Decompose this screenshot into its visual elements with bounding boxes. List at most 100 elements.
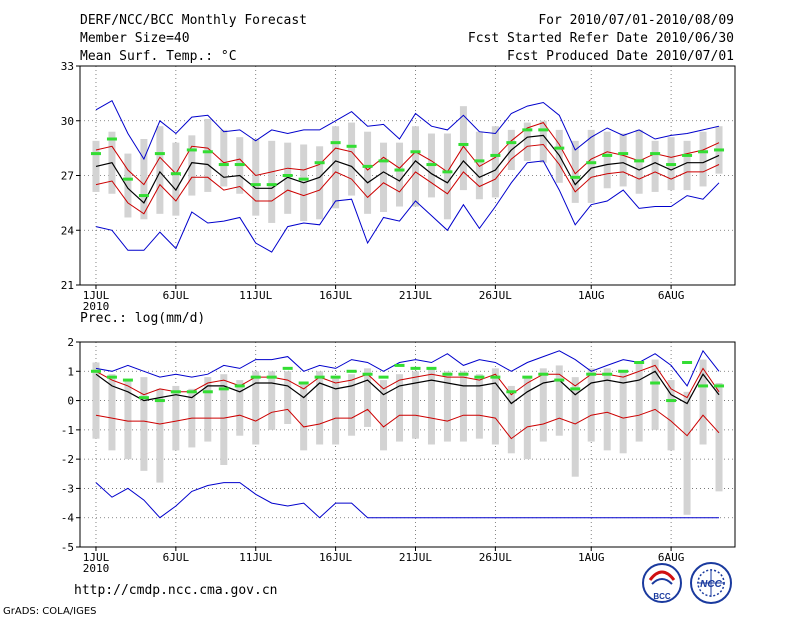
ncc-logo-text: NCC (700, 579, 722, 590)
temperature-spread-box (651, 140, 659, 192)
temperature-ytick-label: 30 (61, 115, 74, 128)
temperature-spread-box (459, 106, 467, 191)
temperature-panel: 21 24 27 30 33 1JUL 6JUL 11JUL 16JUL 21JUL 26JUL 1A… (61, 60, 736, 313)
precipitation-spread-box (635, 362, 643, 442)
precipitation-spread-box (124, 380, 132, 460)
temperature-xtick-label: 11JUL (239, 289, 272, 302)
temperature-spread-box (411, 126, 419, 207)
temperature-spread-box (380, 142, 388, 212)
temperature-spread-box (619, 133, 627, 187)
precipitation-ytick-label: 1 (67, 365, 74, 378)
bcc-logo-text: BCC (653, 592, 671, 601)
temperature-spread-box (204, 118, 212, 192)
temperature-spread-box (491, 126, 499, 198)
temperature-ytick-label: 24 (61, 224, 75, 237)
precipitation-min-line (95, 482, 719, 519)
temperature-max-line (95, 100, 720, 161)
precipitation-spread-box (667, 380, 675, 451)
temperature-xtick-label: 26JUL (479, 289, 512, 302)
precipitation-ytick-label: 2 (67, 336, 74, 349)
precipitation-spread-box (475, 374, 483, 439)
precipitation-spread-box (252, 371, 260, 445)
precipitation-mean-line (95, 370, 720, 405)
temperature-spread-box (172, 142, 180, 216)
precipitation-spread-box (268, 371, 276, 430)
temperature-spread-box (156, 126, 164, 214)
precipitation-xtick-label: 6AUG (658, 551, 685, 564)
temperature-mean-line (95, 134, 720, 204)
precipitation-spread-box (699, 359, 707, 445)
precipitation-spread-box (459, 371, 467, 442)
temperature-ytick-label: 21 (61, 279, 74, 292)
forecast-period: For 2010/07/01-2010/08/09 (538, 13, 734, 28)
precipitation-spread-box (443, 371, 451, 442)
precipitation-spread-box (284, 371, 292, 424)
precipitation-xaxis-year: 2010 (83, 562, 110, 575)
member-size-label: Member Size=40 (80, 31, 190, 46)
temperature-spread-box (92, 140, 100, 192)
precipitation-spread-box (364, 368, 372, 427)
precipitation-spread-box (427, 368, 435, 445)
forecast-produced-date: Fcst Produced Date 2010/07/01 (507, 49, 734, 64)
precipitation-spread-box (683, 391, 691, 515)
temperature-spread-box (284, 142, 292, 214)
precipitation-xtick-label: 11JUL (239, 551, 272, 564)
temperature-spread-box (539, 120, 547, 163)
precipitation-spread-box (619, 371, 627, 454)
temperature-spread-box (252, 139, 260, 216)
precipitation-ytick-label: -1 (61, 424, 74, 437)
temperature-spread-box (603, 131, 611, 189)
temperature-spread-box (348, 122, 356, 196)
precipitation-mean-plus-sd-line (95, 364, 720, 399)
precipitation-xtick-label: 6JUL (163, 551, 190, 564)
precipitation-spread-box (539, 368, 547, 442)
precipitation-spread-box (507, 385, 515, 454)
precip-panel-title: Prec.: log(mm/d) (80, 311, 205, 326)
precipitation-spread-box (92, 362, 100, 439)
precipitation-ytick-label: -4 (61, 512, 75, 525)
temperature-ytick-label: 33 (61, 60, 74, 73)
temperature-min-line (95, 160, 720, 253)
precipitation-spread-box (300, 383, 308, 451)
temperature-spread-box (316, 146, 324, 220)
precipitation-ytick-label: 0 (67, 395, 74, 408)
precipitation-spread-box (523, 377, 531, 460)
temperature-spread-box (523, 122, 531, 161)
source-url: http://cmdp.ncc.cma.gov.cn (74, 583, 278, 598)
temperature-spread-box (220, 129, 228, 187)
precipitation-spread-box (603, 368, 611, 451)
precipitation-xtick-label: 1AUG (578, 551, 605, 564)
temperature-spread-box (443, 133, 451, 220)
precipitation-plot-frame (79, 341, 736, 548)
temperature-spread-box (268, 140, 276, 223)
precipitation-spread-box (651, 359, 659, 430)
temperature-mean-minus-sd-line (95, 143, 720, 215)
precipitation-xtick-label: 26JUL (479, 551, 512, 564)
temperature-spread-box (140, 139, 148, 220)
precipitation-xtick-label: 1JUL (83, 551, 110, 564)
precipitation-spread-box (396, 374, 404, 442)
precipitation-spread-box (348, 374, 356, 436)
temperature-xtick-label: 21JUL (399, 289, 432, 302)
temperature-spread-box (475, 131, 483, 200)
temperature-xtick-label: 1AUG (578, 289, 605, 302)
precipitation-xtick-label: 21JUL (399, 551, 432, 564)
temperature-spread-box (332, 126, 340, 209)
temperature-xtick-label: 6JUL (163, 289, 190, 302)
precipitation-spread-box (380, 380, 388, 451)
precipitation-spread-box (715, 383, 723, 492)
temperature-xaxis-year: 2010 (83, 300, 110, 313)
precipitation-spread-box (316, 371, 324, 445)
temperature-spread-box (587, 129, 595, 203)
temperature-spread-box (396, 142, 404, 207)
temperature-spread-box (364, 131, 372, 214)
precipitation-spread-box (491, 368, 499, 445)
precipitation-spread-box (411, 371, 419, 439)
precipitation-spread-box (236, 380, 244, 436)
variable-label: Mean Surf. Temp.: °C (80, 49, 237, 64)
precipitation-spread-box (555, 365, 563, 436)
precipitation-ytick-label: -5 (61, 541, 74, 554)
ncc-logo: NCC (690, 562, 732, 604)
chart-title: DERF/NCC/BCC Monthly Forecast (80, 13, 307, 28)
